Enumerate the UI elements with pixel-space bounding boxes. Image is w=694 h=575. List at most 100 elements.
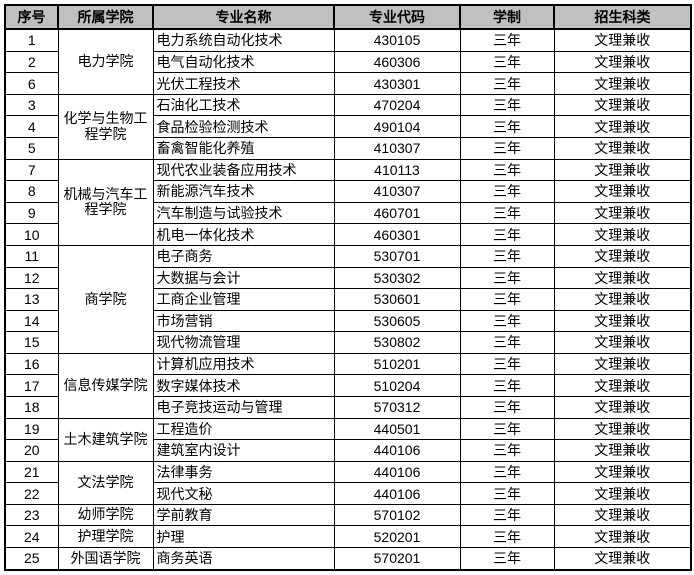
- major-code-cell: 460301: [333, 223, 461, 246]
- college-cell: 化学与生物工程学院: [57, 93, 154, 160]
- category-cell: 文理兼收: [553, 417, 692, 441]
- category-cell: 文理兼收: [553, 503, 692, 527]
- row-number-cell: 14: [4, 309, 59, 333]
- admissions-table-sheet: 序号 所属学院 专业名称 专业代码 学制 招生科类 1 电力学院 电力系统自动化技术…: [4, 4, 692, 571]
- major-name-cell: 护理: [152, 525, 335, 549]
- major-code-cell: 460701: [333, 201, 461, 225]
- column-header-duration: 学制: [459, 4, 555, 30]
- duration-cell: 三年: [459, 137, 555, 160]
- duration-cell: 三年: [459, 525, 555, 549]
- row-number-cell: 17: [4, 374, 59, 397]
- row-number-cell: 9: [4, 201, 59, 225]
- row-number-cell: 23: [4, 503, 59, 527]
- major-code-cell: 530802: [333, 331, 461, 354]
- duration-cell: 三年: [459, 439, 555, 462]
- row-number-cell: 5: [4, 137, 59, 160]
- category-cell: 文理兼收: [553, 547, 692, 571]
- duration-cell: 三年: [459, 50, 555, 74]
- major-name-cell: 汽车制造与试验技术: [152, 201, 335, 225]
- row-number-cell: 16: [4, 352, 59, 376]
- duration-cell: 三年: [459, 503, 555, 527]
- row-number-cell: 21: [4, 460, 59, 484]
- table-row: 14 市场营销 530605 三年 文理兼收: [4, 309, 692, 333]
- table-row: 16 信息传媒学院 计算机应用技术 510201 三年 文理兼收: [4, 352, 692, 419]
- row-number-cell: 8: [4, 180, 59, 203]
- major-code-cell: 520201: [333, 525, 461, 549]
- category-cell: 文理兼收: [553, 223, 692, 246]
- category-cell: 文理兼收: [553, 309, 692, 333]
- major-code-cell: 530601: [333, 288, 461, 311]
- column-header-no: 序号: [4, 4, 59, 30]
- column-header-category: 招生科类: [553, 4, 692, 30]
- table-row: 12 大数据与会计 530302 三年 文理兼收: [4, 266, 692, 290]
- college-cell: 护理学院: [57, 525, 154, 549]
- duration-cell: 三年: [459, 28, 555, 52]
- column-header-code: 专业代码: [333, 4, 461, 30]
- major-name-cell: 新能源汽车技术: [152, 180, 335, 203]
- college-cell: 外国语学院: [57, 547, 154, 571]
- category-cell: 文理兼收: [553, 72, 692, 95]
- duration-cell: 三年: [459, 352, 555, 376]
- column-header-college: 所属学院: [57, 4, 154, 30]
- major-name-cell: 石油化工技术: [152, 93, 335, 117]
- row-number-cell: 25: [4, 547, 59, 571]
- major-name-cell: 现代物流管理: [152, 331, 335, 354]
- major-code-cell: 530605: [333, 309, 461, 333]
- table-header: 序号 所属学院 专业名称 专业代码 学制 招生科类: [4, 4, 692, 30]
- category-cell: 文理兼收: [553, 158, 692, 182]
- major-code-cell: 410307: [333, 137, 461, 160]
- major-code-cell: 490104: [333, 115, 461, 139]
- row-number-cell: 13: [4, 288, 59, 311]
- major-name-cell: 电力系统自动化技术: [152, 28, 335, 52]
- category-cell: 文理兼收: [553, 439, 692, 462]
- table-row: 22 现代文秘 440106 三年 文理兼收: [4, 482, 692, 505]
- duration-cell: 三年: [459, 72, 555, 95]
- major-name-cell: 电子竞技运动与管理: [152, 395, 335, 419]
- major-name-cell: 食品检验检测技术: [152, 115, 335, 139]
- row-number-cell: 7: [4, 158, 59, 182]
- major-code-cell: 510204: [333, 374, 461, 397]
- major-name-cell: 建筑室内设计: [152, 439, 335, 462]
- category-cell: 文理兼收: [553, 374, 692, 397]
- college-cell: 信息传媒学院: [57, 352, 154, 419]
- duration-cell: 三年: [459, 93, 555, 117]
- category-cell: 文理兼收: [553, 115, 692, 139]
- table-row: 7 机械与汽车工程学院 现代农业装备应用技术 410113 三年 文理兼收: [4, 158, 692, 246]
- category-cell: 文理兼收: [553, 352, 692, 376]
- duration-cell: 三年: [459, 482, 555, 505]
- major-name-cell: 计算机应用技术: [152, 352, 335, 376]
- category-cell: 文理兼收: [553, 93, 692, 117]
- table-row: 19 土木建筑学院 工程造价 440501 三年 文理兼收: [4, 417, 692, 462]
- category-cell: 文理兼收: [553, 331, 692, 354]
- row-number-cell: 3: [4, 93, 59, 117]
- category-cell: 文理兼收: [553, 180, 692, 203]
- major-code-cell: 440106: [333, 439, 461, 462]
- table-row: 20 建筑室内设计 440106 三年 文理兼收: [4, 439, 692, 462]
- row-number-cell: 12: [4, 266, 59, 290]
- duration-cell: 三年: [459, 374, 555, 397]
- category-cell: 文理兼收: [553, 460, 692, 484]
- duration-cell: 三年: [459, 288, 555, 311]
- college-cell: 机械与汽车工程学院: [57, 158, 154, 246]
- table-row: 11 商学院 电子商务 530701 三年 文理兼收: [4, 244, 692, 354]
- table-row: 13 工商企业管理 530601 三年 文理兼收: [4, 288, 692, 311]
- major-code-cell: 570102: [333, 503, 461, 527]
- category-cell: 文理兼收: [553, 244, 692, 268]
- duration-cell: 三年: [459, 417, 555, 441]
- row-number-cell: 1: [4, 28, 59, 52]
- major-code-cell: 570312: [333, 395, 461, 419]
- duration-cell: 三年: [459, 331, 555, 354]
- row-number-cell: 10: [4, 223, 59, 246]
- table-row: 24 护理学院 护理 520201 三年 文理兼收: [4, 525, 692, 549]
- table-row: 25 外国语学院 商务英语 570201 三年 文理兼收: [4, 547, 692, 571]
- category-cell: 文理兼收: [553, 482, 692, 505]
- table-row: 4 食品检验检测技术 490104 三年 文理兼收: [4, 115, 692, 139]
- row-number-cell: 18: [4, 395, 59, 419]
- major-code-cell: 570201: [333, 547, 461, 571]
- row-number-cell: 6: [4, 72, 59, 95]
- category-cell: 文理兼收: [553, 137, 692, 160]
- major-code-cell: 460306: [333, 50, 461, 74]
- category-cell: 文理兼收: [553, 266, 692, 290]
- table-row: 8 新能源汽车技术 410307 三年 文理兼收: [4, 180, 692, 203]
- table-row: 2 电气自动化技术 460306 三年 文理兼收: [4, 50, 692, 74]
